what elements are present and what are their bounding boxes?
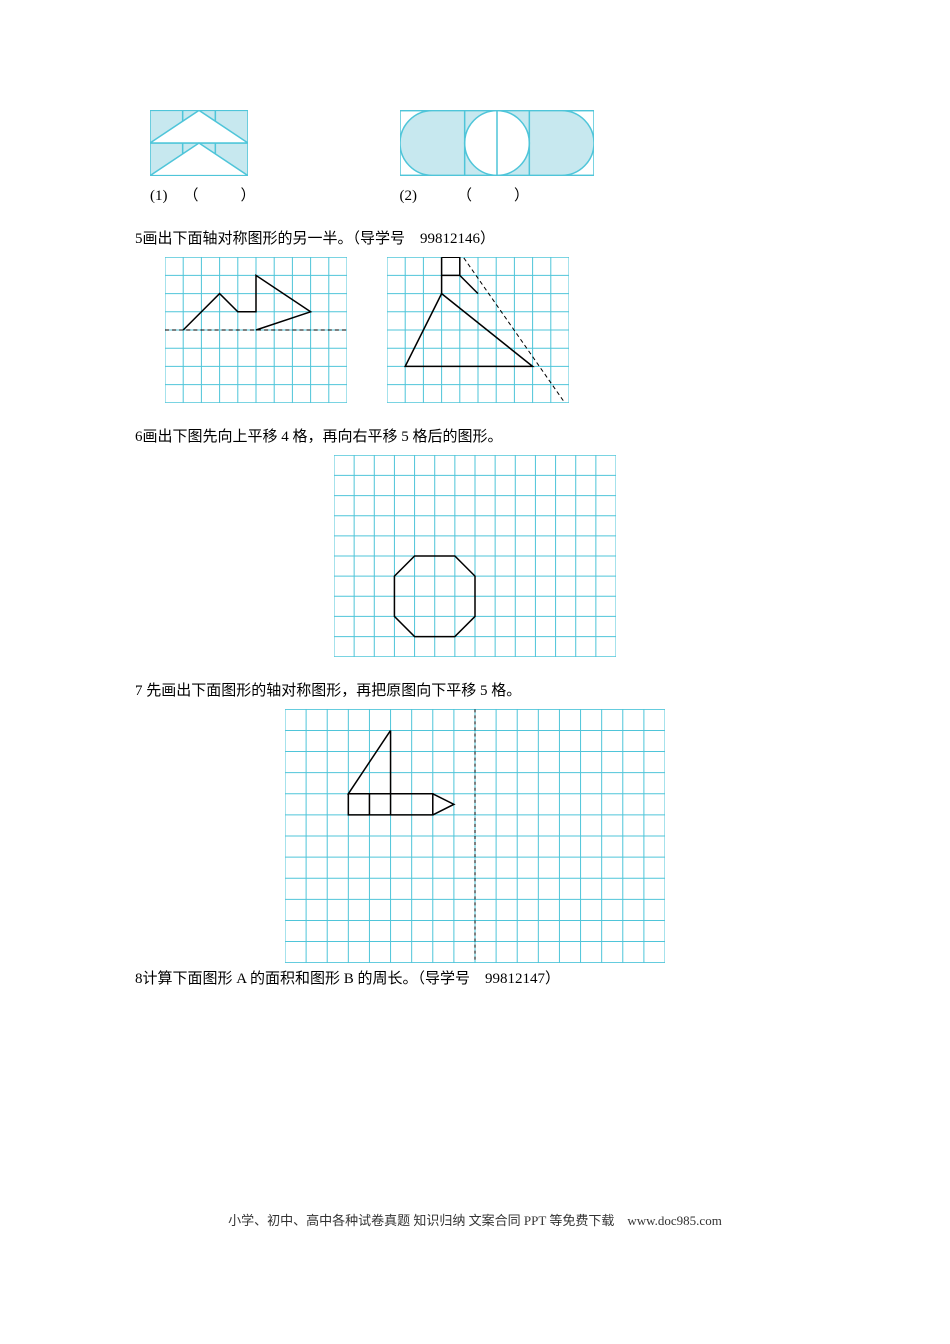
q7-num: 7 [135, 683, 143, 699]
label-1: (1) [150, 188, 168, 205]
figure-2-svg [400, 110, 594, 176]
figure-row-1: (1) （ ） (2) （ ） [135, 110, 815, 205]
footer-text: 小学、初中、高中各种试卷真题 知识归纳 文案合同 PPT 等免费下载 www.d… [228, 1213, 722, 1228]
figure-1: (1) （ ） [150, 110, 260, 205]
q5-text: 画出下面轴对称图形的另一半。（导学号 99812146） [143, 231, 496, 247]
question-6: 6画出下图先向上平移 4 格，再向右平移 5 格后的图形。 [135, 425, 815, 449]
figure-5a-svg [165, 257, 347, 403]
question-5: 5画出下面轴对称图形的另一半。（导学号 99812146） [135, 227, 815, 251]
figure-6-svg [334, 455, 616, 657]
figure-7-wrap [135, 709, 815, 963]
figure-row-5 [165, 257, 815, 403]
figure-2-label: (2) （ ） [400, 184, 594, 205]
figure-5b-svg [387, 257, 569, 403]
q7-text: 先画出下面图形的轴对称图形，再把原图向下平移 5 格。 [143, 683, 522, 699]
figure-6-wrap [135, 455, 815, 657]
label-2: (2) [400, 188, 418, 205]
q6-text: 画出下图先向上平移 4 格，再向右平移 5 格后的图形。 [143, 429, 503, 445]
question-7: 7 先画出下面图形的轴对称图形，再把原图向下平移 5 格。 [135, 679, 815, 703]
paren-2: （ ） [457, 184, 533, 205]
page-footer: 小学、初中、高中各种试卷真题 知识归纳 文案合同 PPT 等免费下载 www.d… [0, 1210, 950, 1229]
figure-1-svg [150, 110, 248, 176]
q5-num: 5 [135, 231, 143, 247]
question-8: 8计算下面图形 A 的面积和图形 B 的周长。（导学号 99812147） [135, 967, 815, 991]
figure-1-label: (1) （ ） [150, 184, 260, 205]
paren-1: （ ） [184, 184, 260, 205]
q6-num: 6 [135, 429, 143, 445]
figure-7-svg [285, 709, 665, 963]
figure-2: (2) （ ） [400, 110, 594, 205]
q8-num: 8 [135, 971, 143, 987]
q8-text: 计算下面图形 A 的面积和图形 B 的周长。（导学号 99812147） [143, 971, 561, 987]
